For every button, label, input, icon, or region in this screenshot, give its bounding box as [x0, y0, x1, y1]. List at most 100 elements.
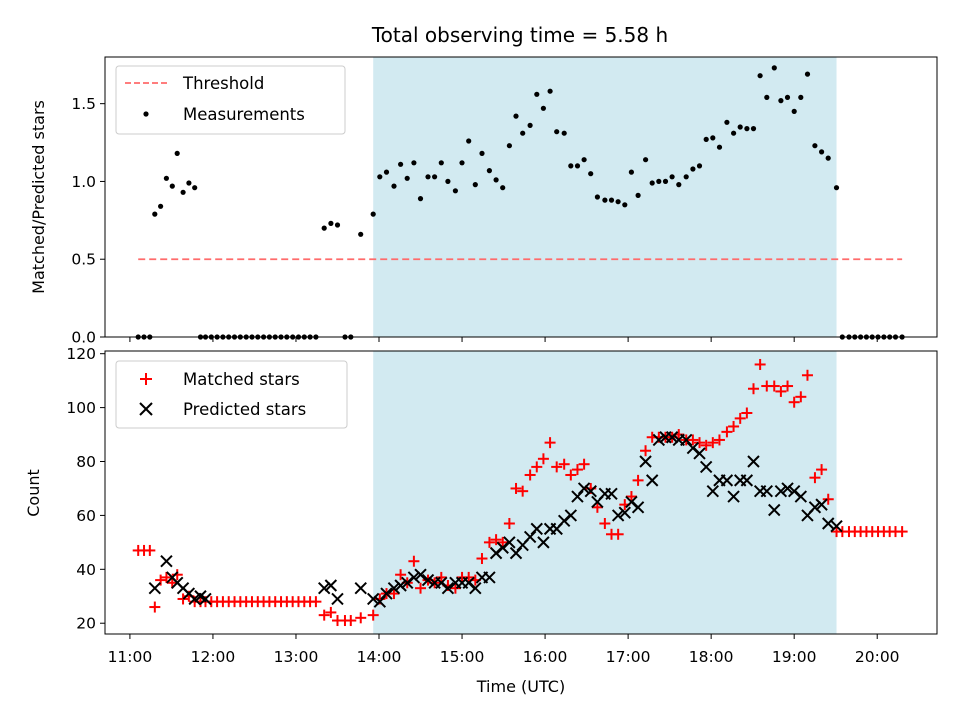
measurement-point — [594, 194, 601, 200]
matched-star-point — [809, 472, 821, 484]
measurement-point — [703, 136, 709, 142]
x-tick-label: 15:00 — [440, 648, 485, 666]
matched-star-point — [160, 571, 172, 583]
x-tick-label: 20:00 — [855, 648, 900, 666]
predicted-star-point — [760, 484, 773, 498]
measurement-point — [479, 150, 485, 156]
matched-star-point — [497, 536, 509, 548]
ratio-legend-box — [115, 65, 346, 135]
predicted-star-point — [822, 517, 835, 530]
matched-star-point — [537, 453, 549, 465]
predicted-star-point — [645, 474, 659, 487]
predicted-star-point — [639, 455, 652, 468]
predicted-star-point — [706, 484, 720, 498]
count-y-ticks: 20 40 60 80 100 120 — [66, 345, 105, 633]
measurement-point — [602, 197, 608, 203]
measurement-point — [321, 225, 327, 231]
matched-star-point — [408, 555, 420, 567]
measurement-point — [180, 189, 186, 195]
measurement-point — [574, 163, 581, 169]
matched-star-point — [415, 582, 427, 594]
ratio-y-ticks: 0.0 0.5 1.0 1.5 — [71, 95, 105, 347]
predicted-star-point — [148, 581, 162, 595]
y-tick-label: 0.5 — [71, 251, 96, 269]
measurement-point — [506, 143, 512, 149]
measurement-point — [417, 196, 424, 202]
predicted-star-point — [530, 522, 543, 536]
measurement-point — [615, 199, 621, 205]
measurement-point — [622, 202, 628, 208]
measurement-point — [547, 88, 553, 94]
measurement-point — [445, 178, 451, 184]
matched-star-point — [524, 469, 536, 481]
measurement-point — [472, 182, 478, 188]
predicted-star-point — [483, 571, 496, 584]
x-tick-label: 17:00 — [606, 648, 651, 666]
predicted-star-point — [380, 587, 393, 600]
measurement-point — [391, 183, 397, 189]
matched-legend-swatch — [140, 373, 152, 385]
measurement-point — [169, 183, 175, 189]
predicted-star-point — [830, 519, 843, 533]
measurement-point — [152, 211, 158, 217]
predicted-star-point — [571, 490, 584, 503]
matched-star-point — [816, 464, 828, 476]
ratio-shaded-region — [373, 57, 837, 337]
count-plot-frame — [104, 350, 938, 635]
predicted-star-point — [199, 592, 212, 606]
predicted-star-point — [808, 501, 822, 514]
measurement-point — [432, 174, 438, 180]
matched-star-point — [318, 609, 330, 621]
matched-star-point — [345, 615, 357, 627]
predicted-star-point — [611, 509, 625, 522]
matched-star-point — [449, 582, 461, 594]
x-tick-label: 12:00 — [191, 648, 236, 666]
matched-star-point — [822, 493, 834, 505]
predicted-star-point — [699, 460, 713, 474]
measurement-point — [628, 169, 635, 175]
measurement-point — [328, 220, 334, 226]
matched-legend-label: Matched stars — [183, 370, 300, 389]
matched-star-point — [517, 485, 529, 497]
matched-star-point — [591, 501, 603, 513]
matched-star-point — [632, 474, 644, 486]
matched-star-point — [571, 464, 583, 476]
measurement-point — [804, 71, 811, 77]
measurement-point — [690, 166, 696, 172]
predicted-star-point — [331, 592, 344, 606]
matched-star-point — [355, 612, 367, 624]
measurement-point — [561, 130, 567, 136]
x-tick-label: 13:00 — [274, 648, 319, 666]
matched-star-point — [395, 569, 407, 581]
matched-star-point — [177, 593, 189, 605]
matched-star-point — [435, 571, 447, 583]
matched-star-point — [625, 491, 637, 503]
predicted-star-point — [564, 509, 578, 522]
predicted-star-point — [605, 487, 618, 501]
measurement-point — [669, 174, 675, 180]
y-tick-label: 40 — [76, 561, 96, 579]
threshold-legend-label: Threshold — [182, 74, 264, 93]
count-marks — [132, 358, 908, 627]
measurement-point — [493, 177, 499, 183]
measurement-point — [798, 94, 804, 100]
predicted-star-point — [815, 498, 828, 511]
measurement-point — [520, 130, 526, 136]
x-tick-label: 11:00 — [108, 648, 153, 666]
x-tick-label: 14:00 — [357, 648, 402, 666]
measurement-point — [158, 203, 164, 209]
measurement-point — [466, 138, 472, 144]
matched-star-point — [367, 609, 379, 621]
predicted-star-point — [537, 536, 550, 549]
measurement-point — [554, 129, 560, 135]
measurement-point — [377, 174, 383, 180]
measurement-point — [643, 157, 649, 163]
measurement-point — [635, 192, 641, 198]
matched-star-point — [531, 461, 543, 473]
predicted-star-point — [160, 555, 173, 568]
measurement-point — [500, 185, 506, 191]
y-tick-label: 120 — [66, 345, 96, 363]
matched-star-point — [503, 517, 515, 529]
measurement-point — [649, 180, 655, 186]
